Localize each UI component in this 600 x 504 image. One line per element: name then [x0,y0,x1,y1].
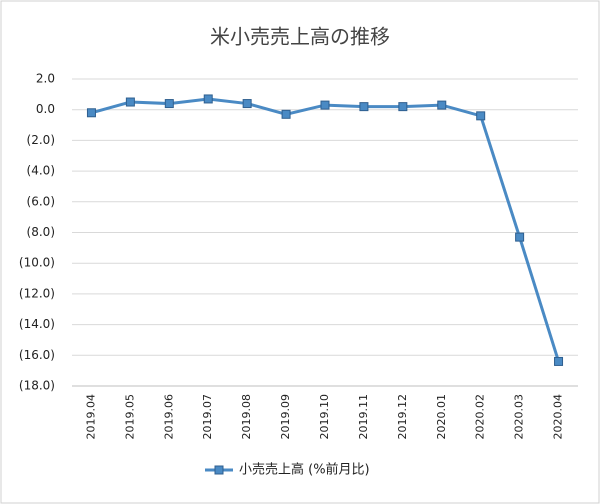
y-tick-label: 2.0 [36,72,55,86]
point [437,100,447,110]
x-tick-label: 2019.09 [279,394,292,440]
legend-marker [214,465,224,475]
point [242,99,252,109]
x-tick-label: 2019.08 [240,394,253,440]
x-tick-label: 2019.12 [396,394,409,440]
x-tick-label: 2020.04 [552,394,565,440]
y-tick-label: 0.0 [36,102,55,116]
point [164,99,174,109]
x-tick-label: 2019.06 [162,394,175,440]
x-tick-label: 2020.01 [435,394,448,440]
legend-label: 小売売上高 (%前月比) [239,462,370,478]
x-tick-label: 2019.04 [84,394,97,440]
point [86,108,96,118]
y-tick-label: (14.0) [19,317,55,331]
x-tick-label: 2020.03 [513,394,526,440]
y-tick-label: (4.0) [27,164,55,178]
x-tick-label: 2019.07 [201,394,214,440]
x-tick-label: 2019.11 [357,394,370,440]
point [515,232,525,242]
y-tick-label: (6.0) [27,194,55,208]
y-tick-label: (12.0) [19,286,55,300]
x-tick-label: 2020.02 [474,394,487,440]
point [125,97,135,107]
point [281,109,291,119]
y-tick-label: (16.0) [19,348,55,362]
point [398,102,408,112]
point [203,94,213,104]
x-tick-label: 2019.10 [318,394,331,440]
point [320,100,330,110]
chart-title: 米小売売上高の推移 [210,25,390,49]
point [554,356,564,366]
y-tick-label: (10.0) [19,256,55,270]
point [359,102,369,112]
point [476,111,486,121]
x-tick-label: 2019.05 [123,394,136,440]
y-tick-label: (8.0) [27,225,55,239]
y-tick-label: (18.0) [19,379,55,393]
y-tick-label: (2.0) [27,133,55,147]
